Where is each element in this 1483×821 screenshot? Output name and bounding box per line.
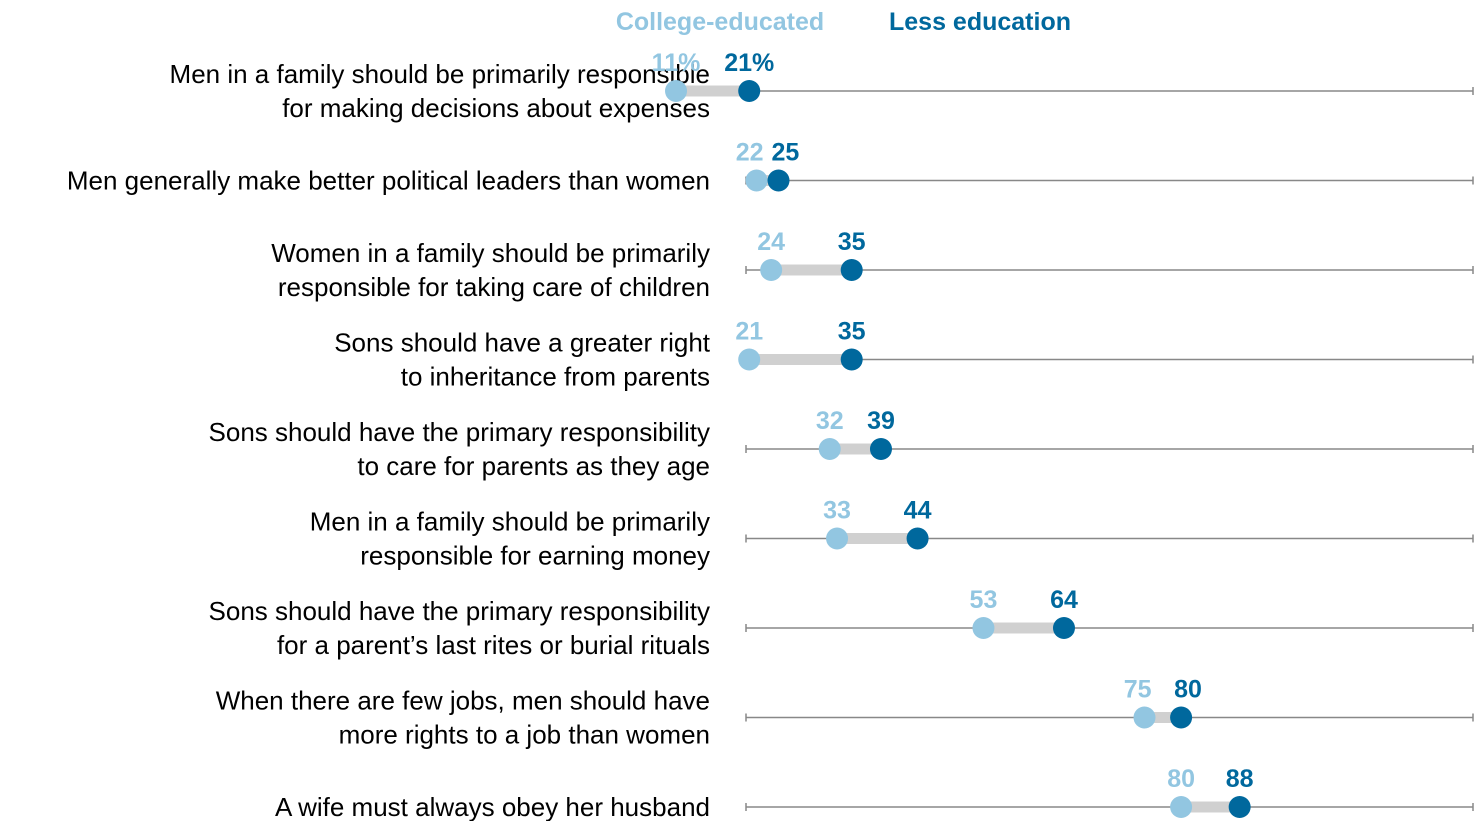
category-label: Sons should have the primary responsibil…	[209, 417, 710, 481]
dot-less-education	[840, 348, 863, 371]
value-label-college-educated: 80	[1167, 765, 1195, 793]
category-label-line: Sons should have the primary responsibil…	[209, 417, 710, 447]
value-label-less-education: 64	[1050, 586, 1078, 614]
category-label-line: to inheritance from parents	[401, 362, 710, 392]
value-label-less-education: 44	[904, 497, 932, 525]
category-label: When there are few jobs, men should have…	[216, 686, 710, 750]
category-label: Men generally make better political lead…	[67, 166, 710, 196]
value-label-less-education: 80	[1174, 676, 1202, 704]
value-label-college-educated: 53	[970, 586, 998, 614]
category-label: Women in a family should be primarily res…	[271, 238, 710, 302]
chart-row: Women in a family should be primarily res…	[271, 228, 1474, 302]
value-label-college-educated: 33	[823, 497, 851, 525]
category-label-line: for making decisions about expenses	[282, 93, 710, 123]
value-label-college-educated: 22	[736, 139, 764, 167]
category-label: Men in a family should be primarily resp…	[170, 59, 710, 123]
value-label-college-educated: 75	[1124, 676, 1152, 704]
value-label-college-educated: 11%	[652, 49, 701, 77]
value-label-less-education: 35	[838, 318, 866, 346]
value-label-less-education: 39	[867, 407, 895, 435]
chart-rows: Men in a family should be primarily resp…	[67, 49, 1474, 821]
category-label-line: Men generally make better political lead…	[67, 166, 710, 196]
value-label-college-educated: 24	[757, 228, 785, 256]
legend-college-educated: College-educated	[616, 8, 824, 36]
category-label-line: responsible for earning money	[360, 541, 710, 571]
dot-college-educated	[826, 527, 849, 550]
dot-college-educated	[745, 169, 768, 192]
dot-college-educated	[738, 348, 761, 371]
value-label-college-educated: 21	[735, 318, 763, 346]
chart-row: Men generally make better political lead…	[67, 139, 1474, 196]
chart-row: Men in a family should be primarily resp…	[170, 49, 1474, 123]
category-label-line: Sons should have a greater right	[334, 328, 711, 358]
chart-row: Men in a family should be primarily respo…	[310, 497, 1474, 571]
value-label-college-educated: 32	[816, 407, 844, 435]
category-label: Sons should have a greater right to inher…	[334, 328, 711, 392]
dot-less-education	[1052, 617, 1075, 639]
legend: College-educated Less education	[616, 8, 1071, 36]
category-label-line: for a parent’s last rites or burial ritu…	[277, 630, 710, 660]
category-label: Men in a family should be primarily respo…	[310, 507, 710, 571]
chart-row: When there are few jobs, men should have…	[216, 676, 1474, 750]
category-label: A wife must always obey her husband	[275, 792, 710, 821]
category-label-line: Men in a family should be primarily	[310, 507, 710, 537]
dot-college-educated	[665, 80, 688, 102]
dot-college-educated	[1133, 706, 1156, 729]
dot-college-educated	[818, 438, 841, 460]
category-label-line: Sons should have the primary responsibil…	[209, 596, 710, 626]
dot-less-education	[906, 527, 929, 550]
value-label-less-education: 25	[772, 139, 800, 167]
category-label: Sons should have the primary responsibil…	[209, 596, 710, 660]
dot-college-educated	[1170, 796, 1193, 818]
category-label-line: responsible for taking care of children	[278, 272, 710, 302]
chart-row: A wife must always obey her husband 80 88	[275, 765, 1474, 821]
dot-less-education	[767, 169, 790, 192]
category-label-line: to care for parents as they age	[357, 451, 710, 481]
legend-less-education: Less education	[889, 8, 1071, 36]
category-label-line: Women in a family should be primarily	[271, 238, 710, 268]
chart-row: Sons should have a greater right to inher…	[334, 318, 1474, 392]
dot-less-education	[869, 438, 892, 460]
value-label-less-education: 21%	[724, 49, 774, 77]
dot-less-education	[1170, 706, 1193, 729]
chart-row: Sons should have the primary responsibil…	[209, 586, 1474, 660]
dot-college-educated	[972, 617, 995, 639]
dot-less-education	[738, 80, 761, 102]
value-label-less-education: 88	[1226, 765, 1254, 793]
chart-row: Sons should have the primary responsibil…	[209, 407, 1474, 481]
category-label-line: more rights to a job than women	[339, 720, 710, 750]
category-label-line: A wife must always obey her husband	[275, 792, 710, 821]
value-label-less-education: 35	[838, 228, 866, 256]
dot-college-educated	[760, 259, 783, 281]
dot-less-education	[840, 259, 863, 281]
category-label-line: Men in a family should be primarily resp…	[170, 59, 710, 89]
dot-less-education	[1228, 796, 1251, 818]
category-label-line: When there are few jobs, men should have	[216, 686, 710, 716]
